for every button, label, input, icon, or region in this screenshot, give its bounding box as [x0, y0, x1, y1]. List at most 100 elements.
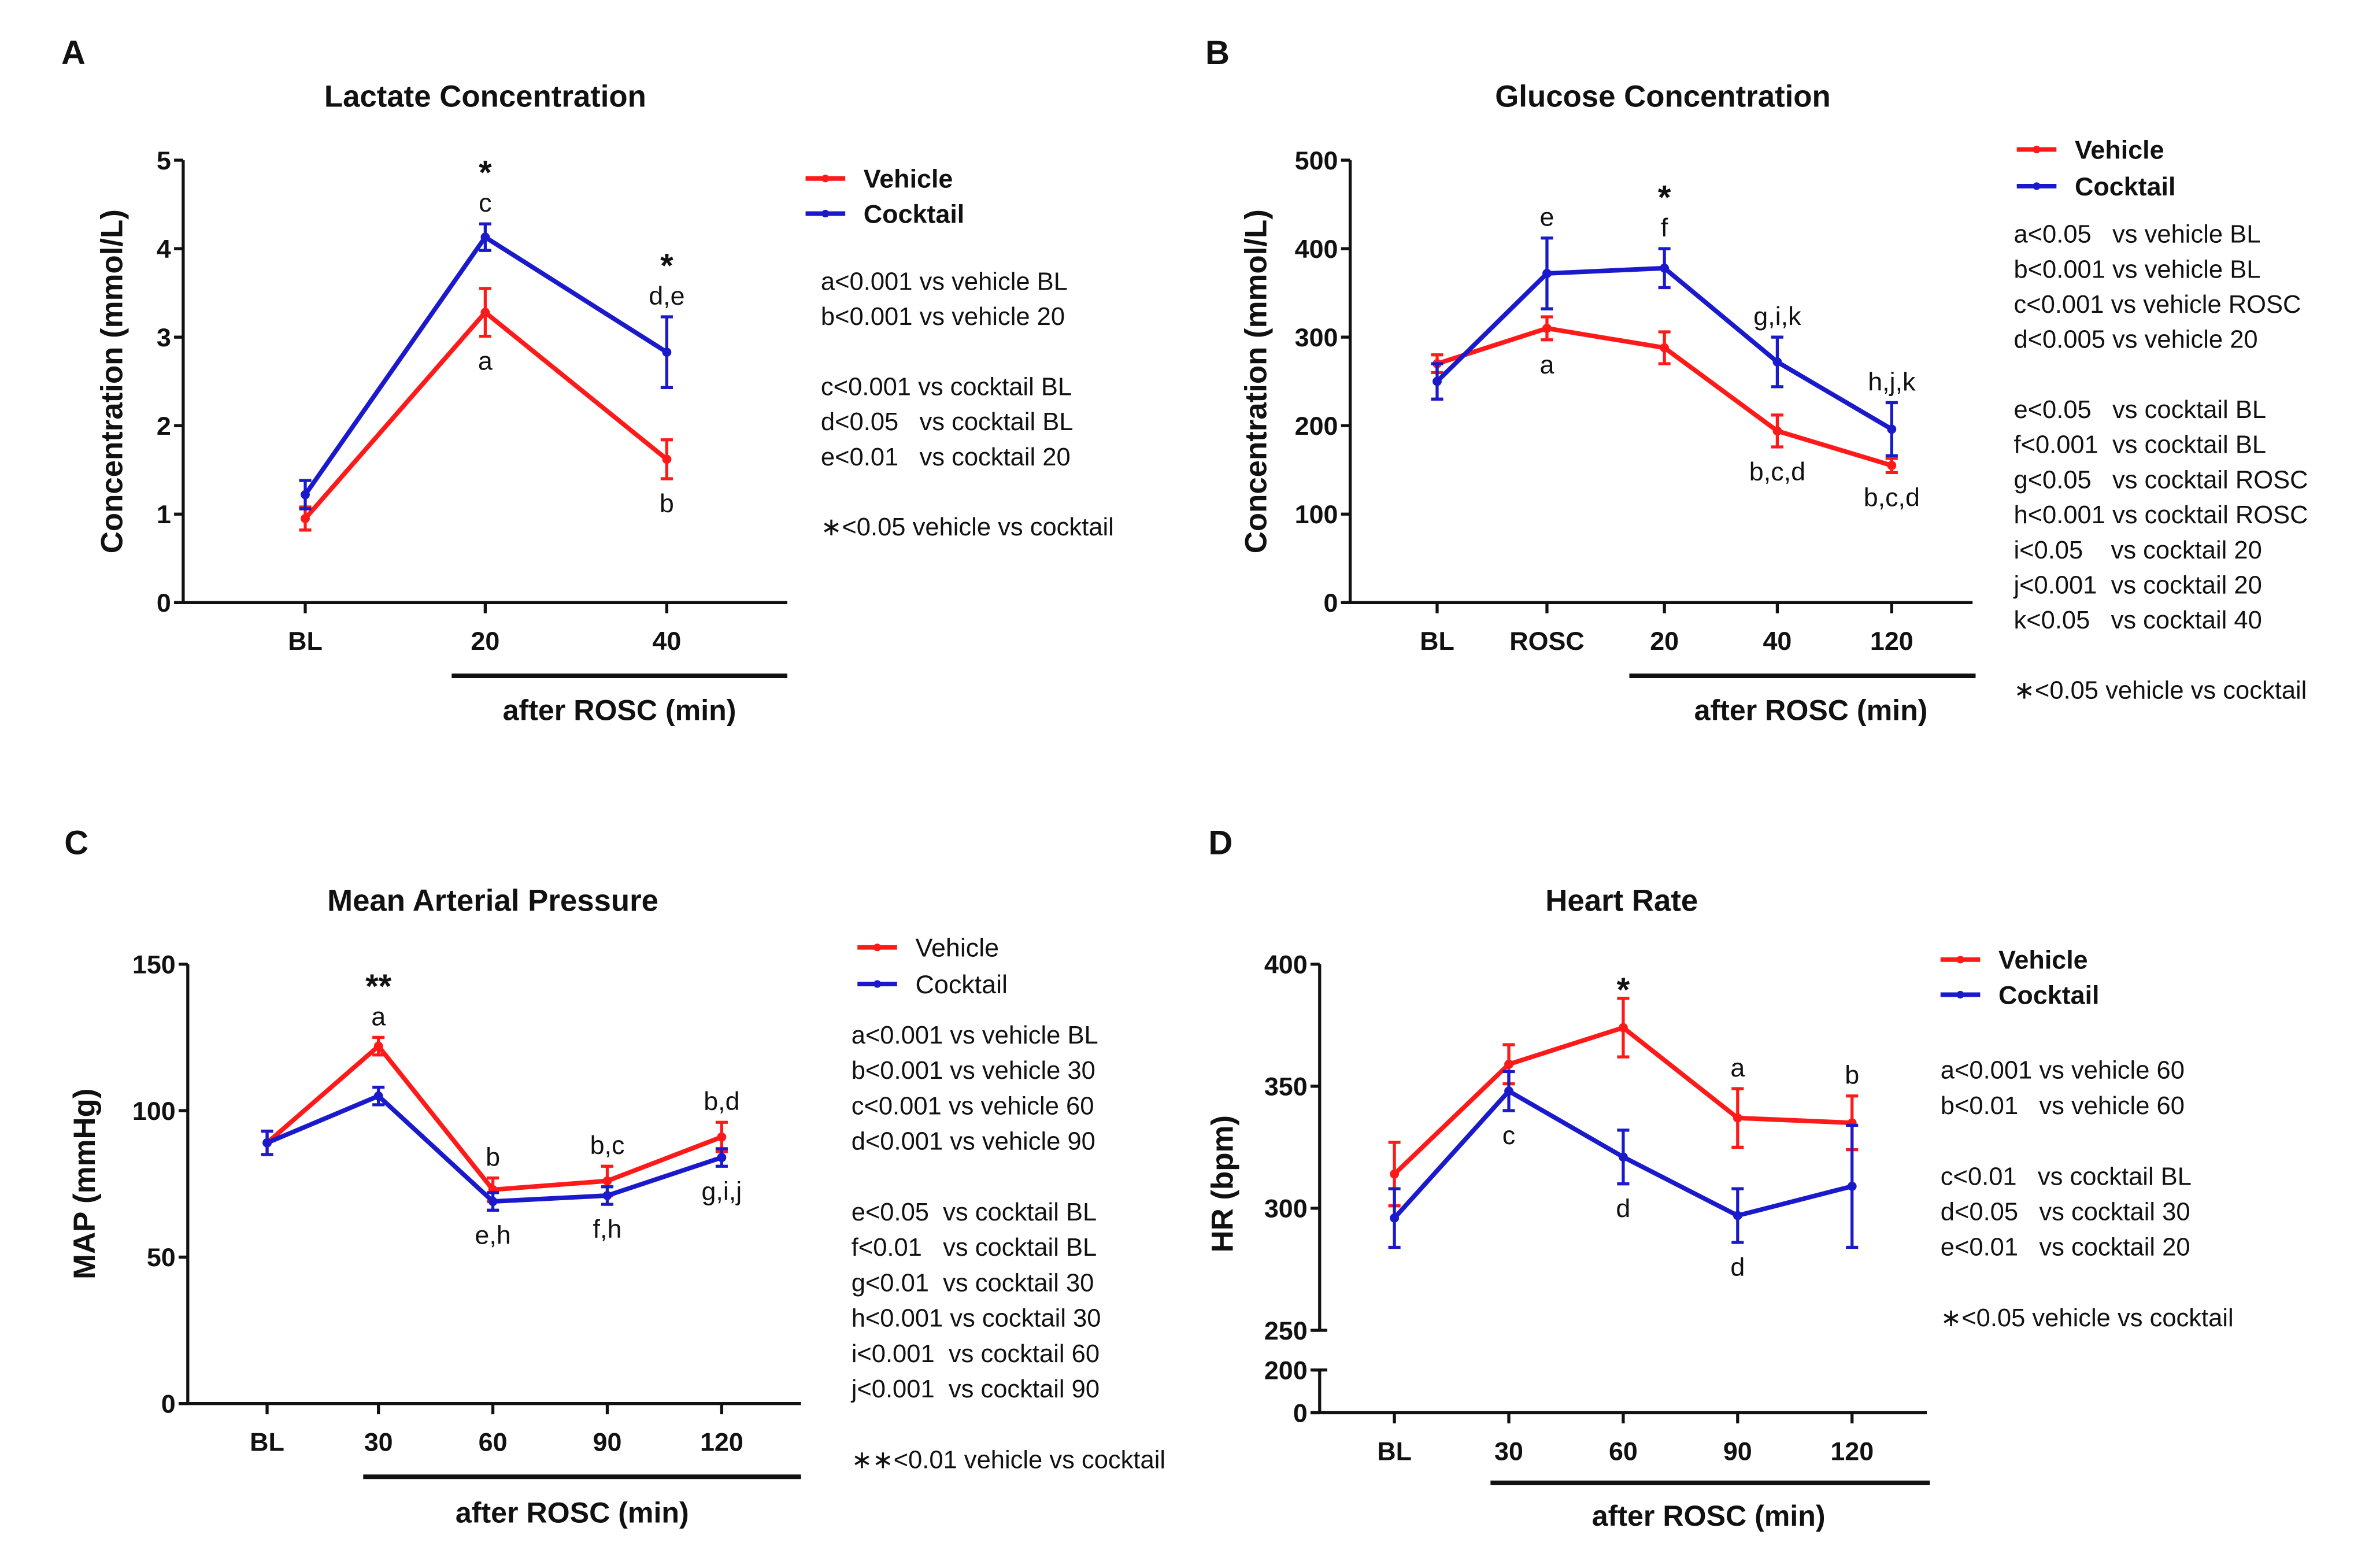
legend-label: Cocktail [2075, 172, 2175, 201]
note-line: f<0.01 vs cocktail BL [852, 1234, 1097, 1262]
note-line: c<0.01 vs cocktail BL [1941, 1163, 2192, 1190]
data-point [1618, 1023, 1628, 1033]
significance-label: a [1730, 1053, 1745, 1082]
chart-title: Lactate Concentration [324, 80, 646, 114]
panel-letter: C [64, 824, 88, 862]
legend-label: Cocktail [916, 970, 1008, 999]
note-line: e<0.05 vs cocktail BL [852, 1198, 1097, 1226]
note-line: ∗∗<0.01 vehicle vs cocktail [852, 1447, 1165, 1474]
legend-label: Cocktail [864, 199, 964, 228]
data-point [602, 1191, 612, 1200]
data-point [1772, 426, 1782, 436]
x-tick-label: BL [288, 626, 323, 656]
note-line: e<0.05 vs cocktail BL [2013, 396, 2266, 424]
y-tick-label: 100 [1295, 500, 1338, 529]
note-line: c<0.001 vs cocktail BL [821, 373, 1072, 401]
x-tick-label: 30 [364, 1427, 393, 1456]
significance-label: * [479, 154, 492, 192]
panel-D: D Heart Rate 0 200 250 300 350 400 BL 30 60 90 120 af… [1205, 824, 2233, 1532]
y-tick-label: 150 [132, 950, 176, 979]
note-line: j<0.001 vs cocktail 20 [2012, 571, 2261, 599]
x-axis-label: after ROSC (min) [1694, 694, 1928, 727]
legend-label: Vehicle [864, 164, 953, 194]
significance-label: e [1539, 202, 1554, 232]
note-line: ∗<0.05 vehicle vs cocktail [2013, 677, 2307, 705]
note-line: a<0.001 vs vehicle 60 [1941, 1057, 2185, 1085]
x-tick-label: 60 [479, 1427, 508, 1456]
x-tick-label: 120 [1830, 1436, 1874, 1466]
data-point [1847, 1181, 1857, 1191]
x-tick-label: 120 [700, 1427, 743, 1456]
note-line: f<0.001 vs cocktail BL [2013, 431, 2266, 459]
significance-label: f [1661, 213, 1668, 242]
y-tick-label: 200 [1295, 411, 1338, 441]
note-line: i<0.001 vs cocktail 60 [852, 1340, 1100, 1368]
significance-notes: a<0.001 vs vehicle 60 b<0.01 vs vehicle 6… [1941, 1057, 2234, 1333]
significance-label: a [478, 346, 493, 376]
significance-label: g,i,j [701, 1176, 742, 1205]
significance-label: b [486, 1142, 500, 1171]
note-line: d<0.05 vs cocktail 30 [1941, 1198, 2190, 1226]
legend-marker [2033, 146, 2041, 154]
y-tick-label: 1 [157, 500, 171, 529]
panel-letter: A [61, 34, 86, 72]
x-tick-label: 40 [652, 626, 681, 656]
significance-notes: a<0.001 vs vehicle BL b<0.001 vs vehicle … [821, 268, 1114, 541]
data-point [1733, 1113, 1742, 1123]
data-point [480, 308, 490, 317]
panel-A: A Lactate Concentration 0 1 2 3 4 5 BL 20 40 after … [61, 34, 1114, 727]
significance-label: g,i,k [1753, 301, 1801, 331]
legend-marker [1956, 990, 1964, 999]
note-line: j<0.001 vs cocktail 90 [850, 1375, 1100, 1403]
data-point [1433, 376, 1442, 386]
note-line: c<0.001 vs vehicle ROSC [2013, 291, 2301, 319]
legend-marker [1956, 956, 1964, 964]
note-line: b<0.001 vs vehicle 30 [852, 1057, 1095, 1085]
significance-label: a [371, 1001, 386, 1031]
y-tick-label: 0 [161, 1389, 176, 1419]
data-point [662, 347, 672, 357]
y-tick-label: 0 [1293, 1398, 1308, 1427]
y-tick-label: 200 [1264, 1355, 1308, 1385]
significance-label: b,c,d [1864, 482, 1920, 512]
significance-label: b,d [704, 1086, 739, 1116]
y-tick-label: 500 [1295, 146, 1338, 175]
data-point [1733, 1211, 1742, 1220]
x-tick-label: BL [250, 1427, 284, 1456]
note-line: d<0.05 vs cocktail BL [821, 408, 1074, 436]
data-point [1390, 1169, 1400, 1179]
significance-label: * [1617, 971, 1630, 1009]
legend-label: Vehicle [2075, 135, 2164, 164]
chart-title: Glucose Concentration [1495, 80, 1831, 114]
note-line: e<0.01 vs cocktail 20 [821, 443, 1071, 471]
significance-notes: a<0.001 vs vehicle BL b<0.001 vs vehicle … [850, 1022, 1165, 1474]
significance-notes: a<0.05 vs vehicle BL b<0.001 vs vehicle B… [2012, 221, 2308, 705]
chart-title: Mean Arterial Pressure [327, 883, 658, 918]
x-tick-label: BL [1377, 1436, 1412, 1466]
x-axis-label: after ROSC (min) [503, 694, 736, 727]
significance-label: f,h [593, 1214, 622, 1244]
panel-B: B Glucose Concentration 0 100 200 300 400 500 BL… [1205, 34, 2308, 727]
legend-marker [2033, 182, 2041, 190]
significance-label: d,e [649, 281, 684, 310]
note-line: d<0.005 vs vehicle 20 [2013, 326, 2257, 354]
x-tick-label: 20 [1650, 626, 1679, 656]
significance-label: a [1539, 350, 1554, 379]
note-line: g<0.01 vs cocktail 30 [852, 1269, 1094, 1297]
note-line: k<0.05 vs cocktail 40 [2013, 606, 2261, 634]
significance-label: b [660, 489, 674, 518]
note-line: h<0.001 vs cocktail 30 [852, 1305, 1101, 1333]
significance-label: ** [365, 968, 392, 1005]
data-point [480, 232, 490, 242]
legend-marker [821, 175, 830, 183]
y-axis-label: Concentration (mmol/L) [1239, 209, 1273, 553]
note-line: a<0.001 vs vehicle BL [821, 268, 1068, 295]
note-line: h<0.001 vs cocktail ROSC [2013, 501, 2308, 529]
legend-label: Vehicle [916, 933, 1000, 963]
y-tick-label: 300 [1295, 323, 1338, 352]
significance-label: * [1658, 179, 1671, 217]
significance-label: b,c,d [1749, 457, 1805, 486]
note-line: a<0.001 vs vehicle BL [852, 1022, 1098, 1049]
significance-label: d [1730, 1252, 1745, 1282]
